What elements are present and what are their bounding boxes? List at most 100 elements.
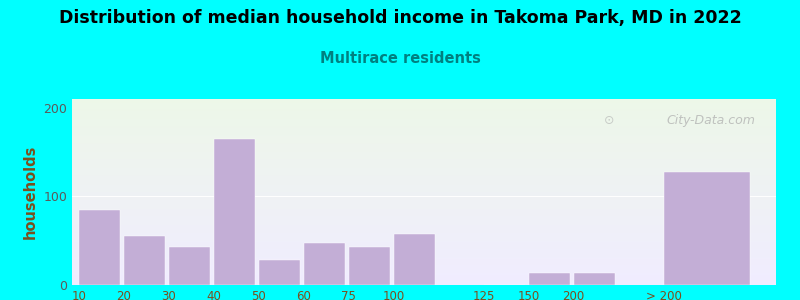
Bar [529, 273, 570, 285]
Bar [72, 218, 776, 219]
Bar [72, 261, 776, 262]
Bar [72, 182, 776, 183]
Bar [72, 164, 776, 165]
Bar [72, 278, 776, 279]
Bar [72, 147, 776, 148]
Bar [72, 144, 776, 145]
Bar [72, 119, 776, 120]
Bar [72, 188, 776, 189]
Bar [72, 280, 776, 281]
Bar [72, 277, 776, 278]
Bar [72, 124, 776, 125]
Bar [72, 168, 776, 169]
Bar [72, 276, 776, 277]
Bar [72, 233, 776, 234]
Bar [72, 157, 776, 158]
Text: Distribution of median household income in Takoma Park, MD in 2022: Distribution of median household income … [58, 9, 742, 27]
Bar [72, 219, 776, 220]
Bar [72, 228, 776, 229]
Bar [72, 180, 776, 181]
Bar [72, 107, 776, 108]
Bar [72, 191, 776, 192]
Bar [72, 239, 776, 240]
Bar [72, 174, 776, 175]
Bar [72, 275, 776, 276]
Bar [72, 264, 776, 265]
Bar [72, 221, 776, 222]
Bar [72, 131, 776, 133]
Bar [72, 229, 776, 230]
Bar [72, 232, 776, 233]
Bar [72, 258, 776, 259]
Bar [72, 156, 776, 157]
Bar [72, 145, 776, 146]
Bar [72, 104, 776, 105]
Bar [169, 247, 210, 285]
Bar [72, 154, 776, 155]
Bar [72, 204, 776, 205]
Bar [72, 224, 776, 226]
Bar [72, 226, 776, 227]
Bar [72, 102, 776, 103]
Bar [258, 260, 300, 285]
Bar [72, 272, 776, 273]
Bar [72, 153, 776, 154]
Bar [72, 259, 776, 260]
Bar [72, 230, 776, 231]
Bar [72, 212, 776, 213]
Bar [72, 162, 776, 163]
Bar [72, 140, 776, 141]
Bar [72, 206, 776, 207]
Bar [72, 274, 776, 275]
Bar [394, 234, 435, 285]
Bar [72, 282, 776, 283]
Bar [72, 116, 776, 117]
Bar [214, 139, 255, 285]
Bar [72, 205, 776, 206]
Bar [72, 209, 776, 210]
Bar [72, 236, 776, 237]
Bar [72, 257, 776, 258]
Bar [72, 211, 776, 212]
Bar [72, 138, 776, 139]
Bar [72, 189, 776, 190]
Bar [72, 284, 776, 285]
Bar [72, 158, 776, 159]
Bar [304, 243, 345, 285]
Bar [72, 103, 776, 104]
Bar [72, 231, 776, 232]
Bar [72, 240, 776, 241]
Bar [72, 227, 776, 228]
Bar [72, 223, 776, 224]
Bar [72, 235, 776, 236]
Bar [72, 185, 776, 186]
Bar [72, 216, 776, 217]
Bar [72, 100, 776, 101]
Bar [72, 197, 776, 198]
Bar [72, 113, 776, 114]
Bar [72, 130, 776, 131]
Bar [72, 122, 776, 123]
Bar [72, 112, 776, 113]
Bar [574, 273, 615, 285]
Bar [72, 214, 776, 215]
Bar [72, 176, 776, 177]
Bar [72, 251, 776, 252]
Bar [72, 186, 776, 187]
Bar [72, 279, 776, 280]
Text: City-Data.com: City-Data.com [666, 114, 755, 127]
Bar [72, 281, 776, 282]
Bar [72, 220, 776, 221]
Bar [72, 101, 776, 102]
Bar [349, 247, 390, 285]
Bar [72, 159, 776, 160]
Bar [72, 260, 776, 261]
Bar [72, 237, 776, 238]
Bar [72, 184, 776, 185]
Bar [72, 172, 776, 173]
Bar [72, 243, 776, 244]
Bar [72, 163, 776, 164]
Bar [72, 127, 776, 128]
Bar [72, 142, 776, 143]
Bar [124, 236, 165, 285]
